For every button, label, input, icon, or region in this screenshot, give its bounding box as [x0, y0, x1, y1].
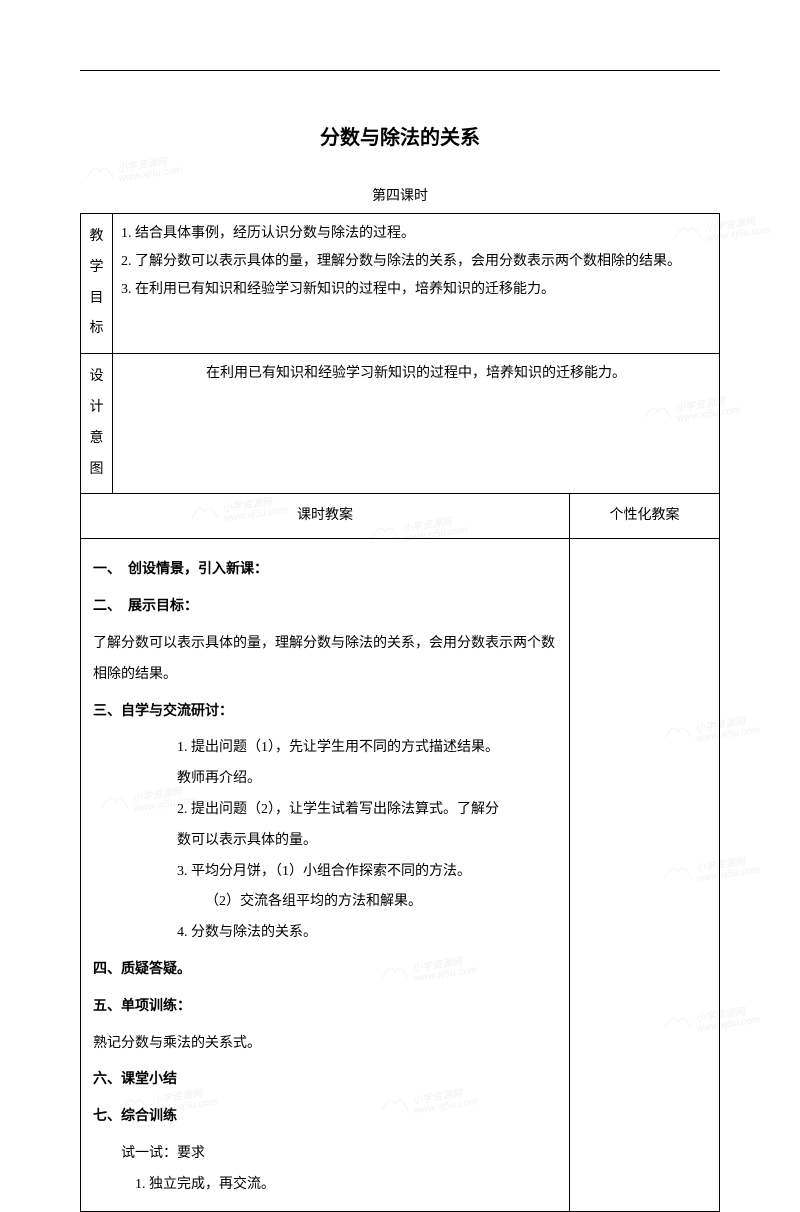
- personal-plan-header: 个性化教案: [570, 494, 720, 539]
- lesson-table: 教学目标 1. 结合具体事例，经历认识分数与除法的过程。 2. 了解分数可以表示…: [80, 213, 720, 1212]
- watermark-icon: 小学资源网www.xj5u.com: [85, 160, 182, 180]
- table-row: 一、 创设情景，引入新课： 二、 展示目标： 了解分数可以表示具体的量，理解分数…: [81, 539, 720, 1211]
- document-title: 分数与除法的关系: [80, 121, 720, 150]
- lesson-content: 一、 创设情景，引入新课： 二、 展示目标： 了解分数可以表示具体的量，理解分数…: [81, 539, 570, 1211]
- goals-label: 教学目标: [81, 214, 113, 354]
- design-label: 设计意图: [81, 354, 113, 494]
- lesson-plan-header: 课时教案: [81, 494, 570, 539]
- design-content: 在利用已有知识和经验学习新知识的过程中，培养知识的迁移能力。: [113, 354, 720, 494]
- table-row: 教学目标 1. 结合具体事例，经历认识分数与除法的过程。 2. 了解分数可以表示…: [81, 214, 720, 354]
- top-divider: [80, 70, 720, 71]
- table-row: 设计意图 在利用已有知识和经验学习新知识的过程中，培养知识的迁移能力。: [81, 354, 720, 494]
- goals-content: 1. 结合具体事例，经历认识分数与除法的过程。 2. 了解分数可以表示具体的量，…: [113, 214, 720, 354]
- personal-content: [570, 539, 720, 1211]
- table-row: 课时教案 个性化教案: [81, 494, 720, 539]
- document-subtitle: 第四课时: [80, 185, 720, 205]
